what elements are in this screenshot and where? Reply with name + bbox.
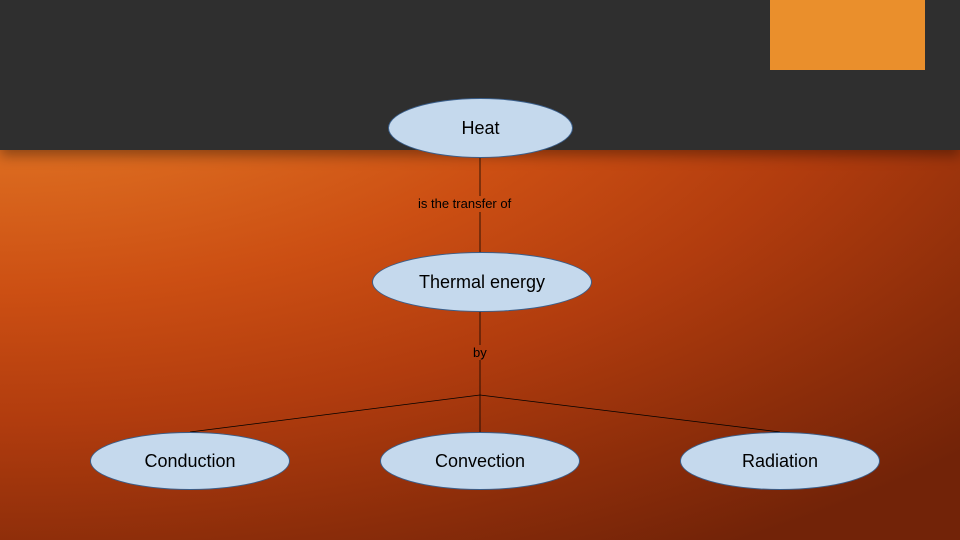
connector-label-by: by: [473, 345, 487, 360]
connector-label-transfer-text: is the transfer of: [418, 196, 511, 211]
node-convection: Convection: [380, 432, 580, 490]
connector-label-by-text: by: [473, 345, 487, 360]
node-radiation: Radiation: [680, 432, 880, 490]
node-radiation-label: Radiation: [742, 451, 818, 472]
node-convection-label: Convection: [435, 451, 525, 472]
node-thermal-energy: Thermal energy: [372, 252, 592, 312]
node-conduction-label: Conduction: [144, 451, 235, 472]
connector-label-transfer: is the transfer of: [418, 196, 511, 211]
node-heat: Heat: [388, 98, 573, 158]
node-thermal-label: Thermal energy: [419, 272, 545, 293]
node-heat-label: Heat: [461, 118, 499, 139]
accent-block: [770, 0, 925, 70]
node-conduction: Conduction: [90, 432, 290, 490]
